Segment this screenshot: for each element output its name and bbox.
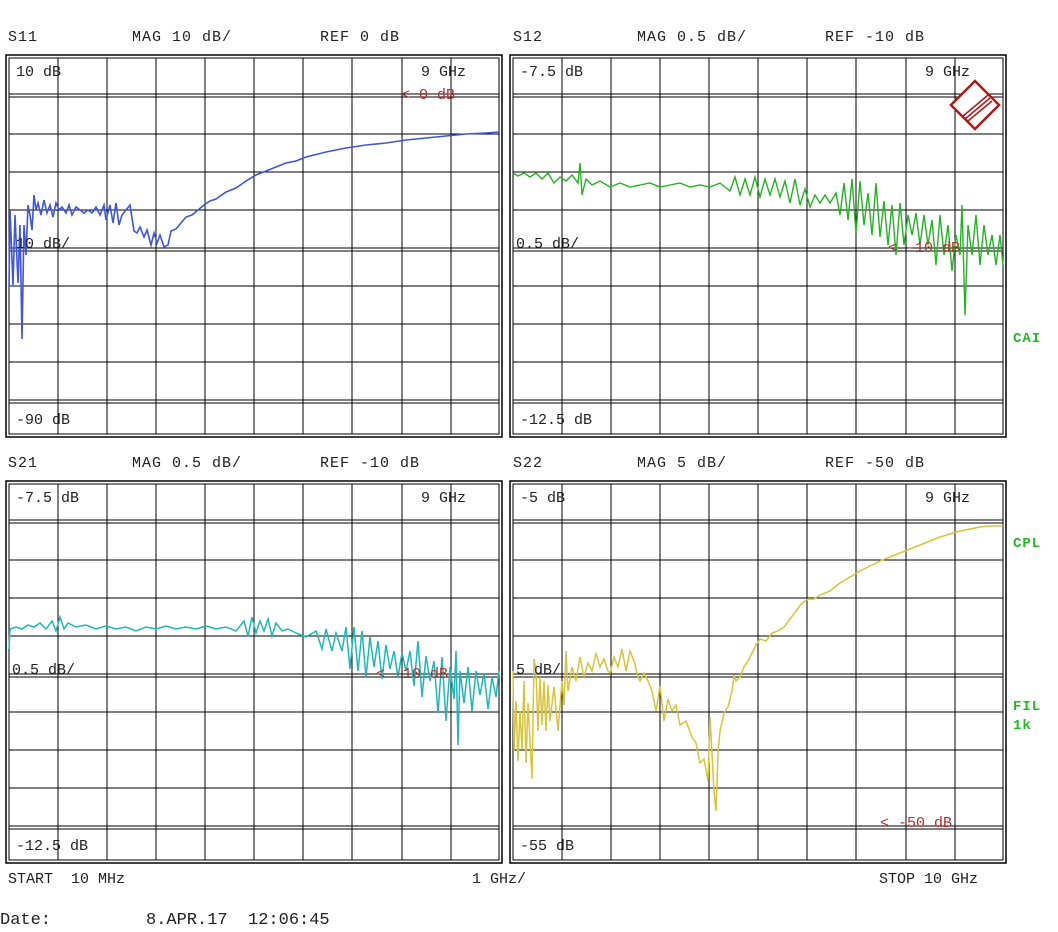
- fil-indicator: FIL: [1013, 699, 1042, 715]
- stop-frequency: STOP 10 GHz: [879, 871, 979, 888]
- s22-top-label: -5 dB: [520, 490, 565, 507]
- logo-stripes-icon: [961, 94, 993, 122]
- s22-param: S22: [513, 455, 544, 472]
- s21-marker-freq: 9 GHz: [421, 490, 466, 507]
- frequency-span: 1 GHz/: [472, 871, 527, 888]
- s12-mid-label: 0.5 dB/: [516, 236, 579, 253]
- s11-ref: REF 0 dB: [320, 29, 401, 46]
- s21-mid-label: 0.5 dB/: [12, 662, 75, 679]
- cal-indicator: CAI: [1013, 331, 1042, 347]
- s12-trace: [512, 162, 1004, 316]
- s21-ref: REF -10 dB: [320, 455, 421, 472]
- s21-panel: -7.5 dB 9 GHz < -10 dB 0.5 dB/ -12.5 dB: [5, 480, 503, 864]
- s22-mid-label: 5 dB/: [516, 662, 561, 679]
- s22-marker-freq: 9 GHz: [925, 490, 970, 507]
- s22-ref: REF -50 dB: [825, 455, 926, 472]
- s11-mag: MAG 10 dB/: [132, 29, 233, 46]
- s11-panel: 10 dB 9 GHz < 0 dB 10 dB/ -90 dB: [5, 54, 503, 438]
- s12-marker-freq: 9 GHz: [925, 64, 970, 81]
- s21-ref-marker: < -10 dB: [376, 666, 448, 683]
- s11-ref-marker: < 0 dB: [401, 87, 455, 104]
- fil-bandwidth: 1k: [1013, 718, 1032, 734]
- s22-bottom-label: -55 dB: [520, 838, 574, 855]
- s12-panel: -7.5 dB 9 GHz < -10 dB 0.5 dB/ -12.5 dB: [509, 54, 1007, 438]
- s21-param: S21: [8, 455, 39, 472]
- s11-param: S11: [8, 29, 39, 46]
- s21-bottom-label: -12.5 dB: [16, 838, 88, 855]
- s12-ref-marker: < -10 dB: [888, 240, 960, 257]
- s11-marker-freq: 9 GHz: [421, 64, 466, 81]
- s12-bottom-label: -12.5 dB: [520, 412, 592, 429]
- s12-top-label: -7.5 dB: [520, 64, 583, 81]
- cpl-indicator: CPL: [1013, 536, 1042, 552]
- s11-mid-label: 10 dB/: [16, 236, 70, 253]
- s11-top-label: 10 dB: [16, 64, 61, 81]
- s22-mag: MAG 5 dB/: [637, 455, 728, 472]
- s12-mag: MAG 0.5 dB/: [637, 29, 748, 46]
- date-value: 8.APR.17 12:06:45: [146, 911, 330, 930]
- s22-trace: [512, 525, 1003, 812]
- s11-bottom-label: -90 dB: [16, 412, 70, 429]
- s12-param: S12: [513, 29, 544, 46]
- s21-trace: [8, 614, 500, 746]
- start-frequency: START 10 MHz: [8, 871, 126, 888]
- s11-trace: [8, 131, 500, 340]
- date-label: Date:: [0, 911, 52, 930]
- s21-top-label: -7.5 dB: [16, 490, 79, 507]
- s22-panel: -5 dB 9 GHz < -50 dB 5 dB/ -55 dB: [509, 480, 1007, 864]
- s12-ref: REF -10 dB: [825, 29, 926, 46]
- s21-mag: MAG 0.5 dB/: [132, 455, 243, 472]
- s22-ref-marker: < -50 dB: [880, 815, 952, 832]
